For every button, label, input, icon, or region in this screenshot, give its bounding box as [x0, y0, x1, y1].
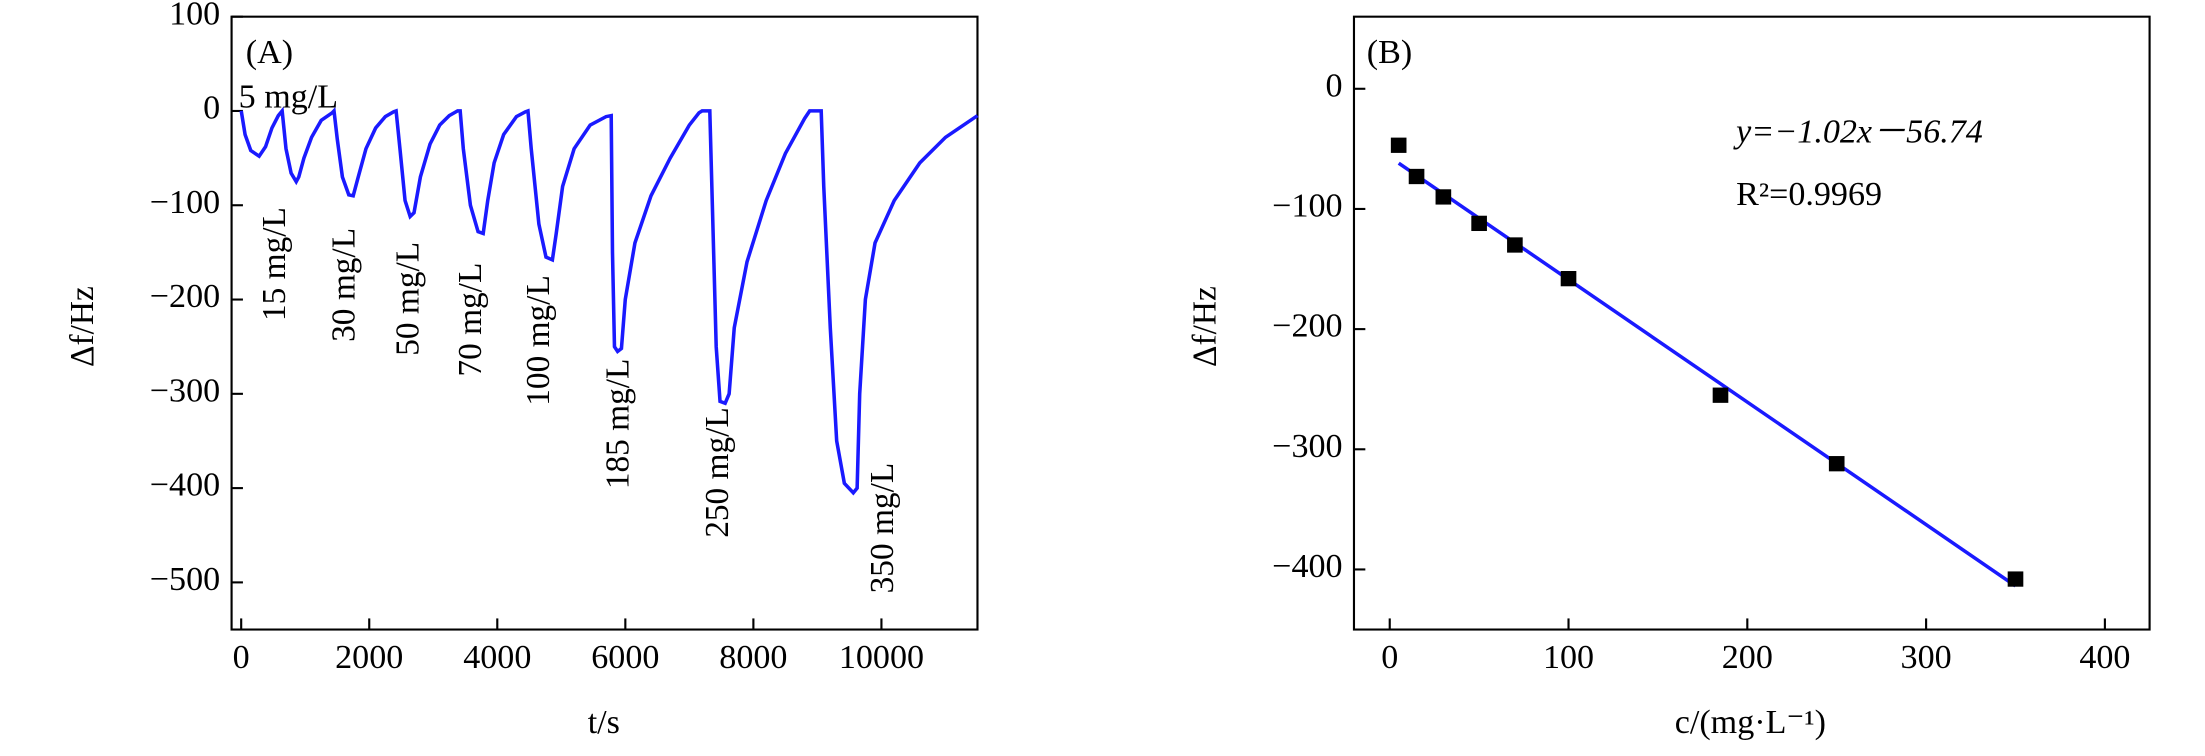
x-tick-label: 0 [233, 639, 250, 676]
data-point [1828, 456, 1845, 472]
panel-label: (B) [1367, 35, 1412, 72]
plot-frame [230, 15, 979, 631]
data-line [239, 106, 979, 496]
x-axis-label: c/(mg·L⁻¹) [1675, 704, 1826, 741]
concentration-label: 185 mg/L [599, 359, 636, 490]
y-tick-label: 0 [1326, 68, 1343, 105]
y-axis-label: Δf/Hz [1186, 286, 1223, 367]
data-point [1390, 137, 1407, 153]
x-tick-label: 8000 [719, 639, 787, 676]
x-tick-label: 10000 [839, 639, 924, 676]
x-tick-label: 0 [1381, 639, 1398, 676]
y-tick-label: −300 [1272, 428, 1342, 465]
y-tick-label: −200 [1272, 308, 1342, 345]
data-point [1560, 271, 1577, 287]
data-point [1712, 387, 1729, 403]
data-point [1408, 168, 1425, 185]
y-tick-label: −500 [150, 561, 220, 598]
concentration-label: 250 mg/L [699, 407, 736, 538]
y-tick-label: −100 [150, 184, 220, 221]
y-axis-label: Δf/Hz [64, 286, 101, 367]
x-tick-label: 4000 [463, 639, 531, 676]
x-tick-label: 400 [2079, 639, 2130, 676]
concentration-label: 30 mg/L [325, 228, 362, 342]
data-point [1435, 189, 1452, 205]
data-point [2007, 571, 2024, 587]
y-tick-label: −400 [150, 467, 220, 504]
panel-label: (A) [246, 35, 293, 72]
y-tick-label: 100 [169, 0, 220, 32]
concentration-label: 5 mg/L [239, 79, 338, 116]
data-point [1507, 237, 1523, 253]
y-tick-label: −100 [1272, 188, 1342, 225]
concentration-label: 350 mg/L [864, 463, 901, 594]
x-tick-label: 2000 [335, 639, 403, 676]
r-squared: R²=0.9969 [1736, 176, 1882, 213]
x-tick-label: 100 [1543, 639, 1594, 676]
x-axis-label: t/s [588, 704, 620, 741]
x-tick-label: 6000 [591, 639, 659, 676]
y-tick-label: −300 [150, 373, 220, 410]
concentration-label: 15 mg/L [256, 207, 293, 321]
fit-line [1397, 161, 2017, 588]
plot-frame [1352, 15, 2151, 631]
fit-equation: y=−1.02x－56.74 [1733, 114, 1983, 151]
concentration-label: 50 mg/L [389, 242, 426, 356]
concentration-label: 100 mg/L [520, 275, 557, 406]
y-tick-label: 0 [203, 90, 220, 127]
x-tick-label: 200 [1722, 639, 1773, 676]
y-tick-label: −400 [1272, 548, 1342, 585]
data-point [1471, 215, 1487, 232]
concentration-label: 70 mg/L [452, 263, 489, 377]
y-tick-label: −200 [150, 279, 220, 316]
x-tick-label: 300 [1901, 639, 1952, 676]
